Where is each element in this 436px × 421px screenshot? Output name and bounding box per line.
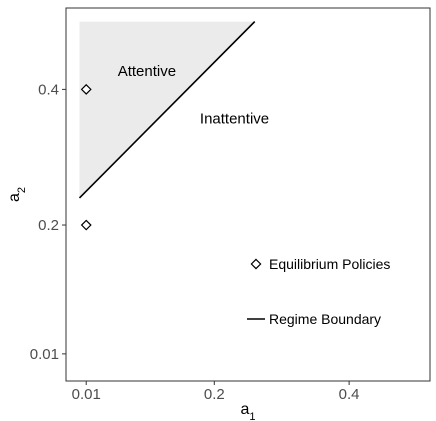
y-tick-label: 0.2	[38, 217, 59, 234]
x-tick-label: 0.01	[72, 386, 101, 403]
panel-border	[65, 7, 431, 382]
legend-label-equilibrium: Equilibrium Policies	[269, 256, 390, 272]
legend-label-boundary: Regime Boundary	[269, 311, 381, 327]
regime-boundary-line	[78, 20, 256, 199]
equilibrium-point	[80, 83, 92, 95]
y-axis-ticks: 0.01 0.2 0.4	[30, 81, 66, 363]
attentive-label: Attentive	[118, 63, 176, 80]
legend: Equilibrium Policies Regime Boundary	[247, 256, 390, 327]
x-tick-label: 0.2	[204, 386, 225, 403]
equilibrium-points	[80, 83, 92, 231]
y-tick-label: 0.4	[38, 81, 59, 98]
legend-key-equilibrium-icon	[250, 258, 262, 270]
y-tick-label: 0.01	[30, 346, 59, 363]
x-tick-label: 0.4	[339, 386, 360, 403]
equilibrium-point	[80, 219, 92, 231]
x-axis-ticks: 0.01 0.2 0.4	[72, 381, 360, 403]
attentive-region	[79, 21, 255, 198]
inattentive-label: Inattentive	[200, 110, 269, 127]
